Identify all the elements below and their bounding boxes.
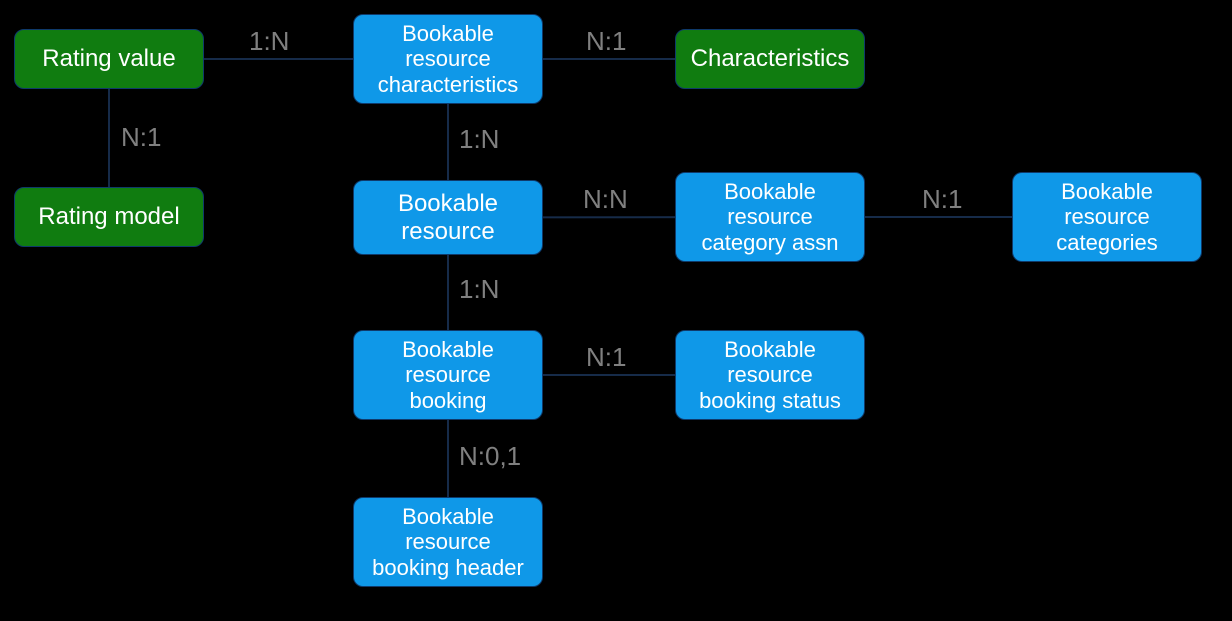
- edge-label-br-characteristics-to-characteristics: N:1: [586, 26, 626, 57]
- edge-label-br-category-assn-to-br-categories: N:1: [922, 184, 962, 215]
- edge-label-rating-value-to-br-characteristics: 1:N: [249, 26, 289, 57]
- node-br-booking-header: Bookableresourcebooking header: [353, 497, 543, 587]
- edge-label-br-characteristics-to-bookable-resource: 1:N: [459, 124, 499, 155]
- node-rating-model: Rating model: [14, 187, 204, 247]
- node-br-booking: Bookableresourcebooking: [353, 330, 543, 420]
- diagram-canvas: 1:N N:1 N:1 1:N N:N N:1 1:N N:1 N:0,1 Rating valu…: [0, 0, 1232, 621]
- edge-label-rating-value-to-rating-model: N:1: [121, 122, 161, 153]
- node-bookable-resource: Bookableresource: [353, 180, 543, 255]
- node-br-booking-status: Bookableresourcebooking status: [675, 330, 865, 420]
- edge-label-br-booking-to-br-booking-status: N:1: [586, 342, 626, 373]
- edge-label-bookable-resource-to-br-booking: 1:N: [459, 274, 499, 305]
- node-br-characteristics: Bookableresourcecharacteristics: [353, 14, 543, 104]
- edge-label-bookable-resource-to-br-category-assn: N:N: [583, 184, 628, 215]
- node-br-categories: Bookableresourcecategories: [1012, 172, 1202, 262]
- node-rating-value: Rating value: [14, 29, 204, 89]
- edge-label-br-booking-to-br-booking-header: N:0,1: [459, 441, 521, 472]
- edges-layer: [0, 0, 1232, 621]
- node-br-category-assn: Bookableresourcecategory assn: [675, 172, 865, 262]
- node-characteristics: Characteristics: [675, 29, 865, 89]
